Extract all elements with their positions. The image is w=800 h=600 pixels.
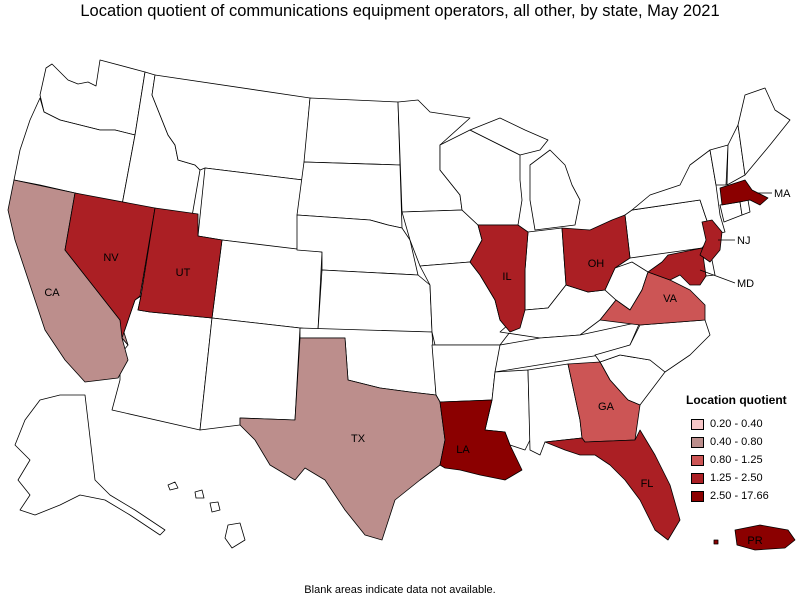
data-states [7,179,796,551]
legend-label: 0.80 - 1.25 [710,454,763,466]
state-pr[interactable] [713,524,796,551]
state-tn[interactable] [494,321,641,373]
legend-label: 1.25 - 2.50 [710,472,763,484]
label-tx: TX [351,433,366,445]
legend-label: 0.20 - 0.40 [710,418,763,430]
legend-item: 0.20 - 0.40 [686,415,798,433]
state-md[interactable] [647,247,707,286]
legend-swatch [691,418,704,430]
legend-item: 2.50 - 17.66 [686,487,798,505]
state-co[interactable] [211,239,323,331]
legend-item: 0.80 - 1.25 [686,451,798,469]
state-la[interactable] [439,399,523,481]
legend-swatch [691,436,704,448]
state-labels: NV UT CA TX LA IL OH GA FL VA NJ MD MA P… [44,188,791,547]
legend-swatch [691,472,704,484]
label-pr: PR [747,535,762,547]
state-me[interactable] [737,87,791,176]
blank-states [13,59,791,549]
legend-title: Location quotient [686,393,787,407]
state-nj[interactable] [699,219,723,263]
state-ne[interactable] [296,214,419,276]
state-ut[interactable] [137,207,223,319]
legend-swatch [691,490,704,502]
legend-label: 2.50 - 17.66 [710,490,769,502]
state-hi[interactable] [167,481,246,549]
label-md: MD [737,278,754,290]
state-oh[interactable] [561,214,631,293]
legend-label: 0.40 - 0.80 [710,436,763,448]
state-nm[interactable] [199,317,301,431]
state-ma[interactable] [719,179,769,206]
label-fl: FL [641,478,654,490]
state-wy[interactable] [197,167,304,251]
state-ga[interactable] [567,361,641,443]
legend-swatch [691,454,704,466]
state-mi[interactable] [469,117,581,231]
map-title: Location quotient of communications equi… [80,2,720,20]
label-nj: NJ [737,235,750,247]
state-ak[interactable] [14,394,166,536]
state-nd[interactable] [303,97,401,166]
label-ut: UT [176,267,191,279]
label-oh: OH [588,258,605,270]
state-ri[interactable] [739,199,751,216]
label-nv: NV [103,252,119,264]
legend: Location quotient 0.20 - 0.40 0.40 - 0.8… [686,393,798,505]
state-vt[interactable] [709,144,729,186]
label-ma: MA [774,188,791,200]
label-la: LA [456,444,470,456]
state-ks[interactable] [317,269,433,333]
legend-item: 1.25 - 2.50 [686,469,798,487]
state-ny[interactable] [631,149,726,236]
label-ca: CA [44,287,60,299]
label-ga: GA [598,401,615,413]
state-il[interactable] [469,224,529,333]
state-fl[interactable] [544,429,681,541]
label-va: VA [663,293,678,305]
footnote: Blank areas indicate data not available. [304,584,496,596]
legend-item: 0.40 - 0.80 [686,433,798,451]
state-tx[interactable] [239,337,446,541]
label-il: IL [502,271,511,283]
label-leader-lines [699,192,772,284]
